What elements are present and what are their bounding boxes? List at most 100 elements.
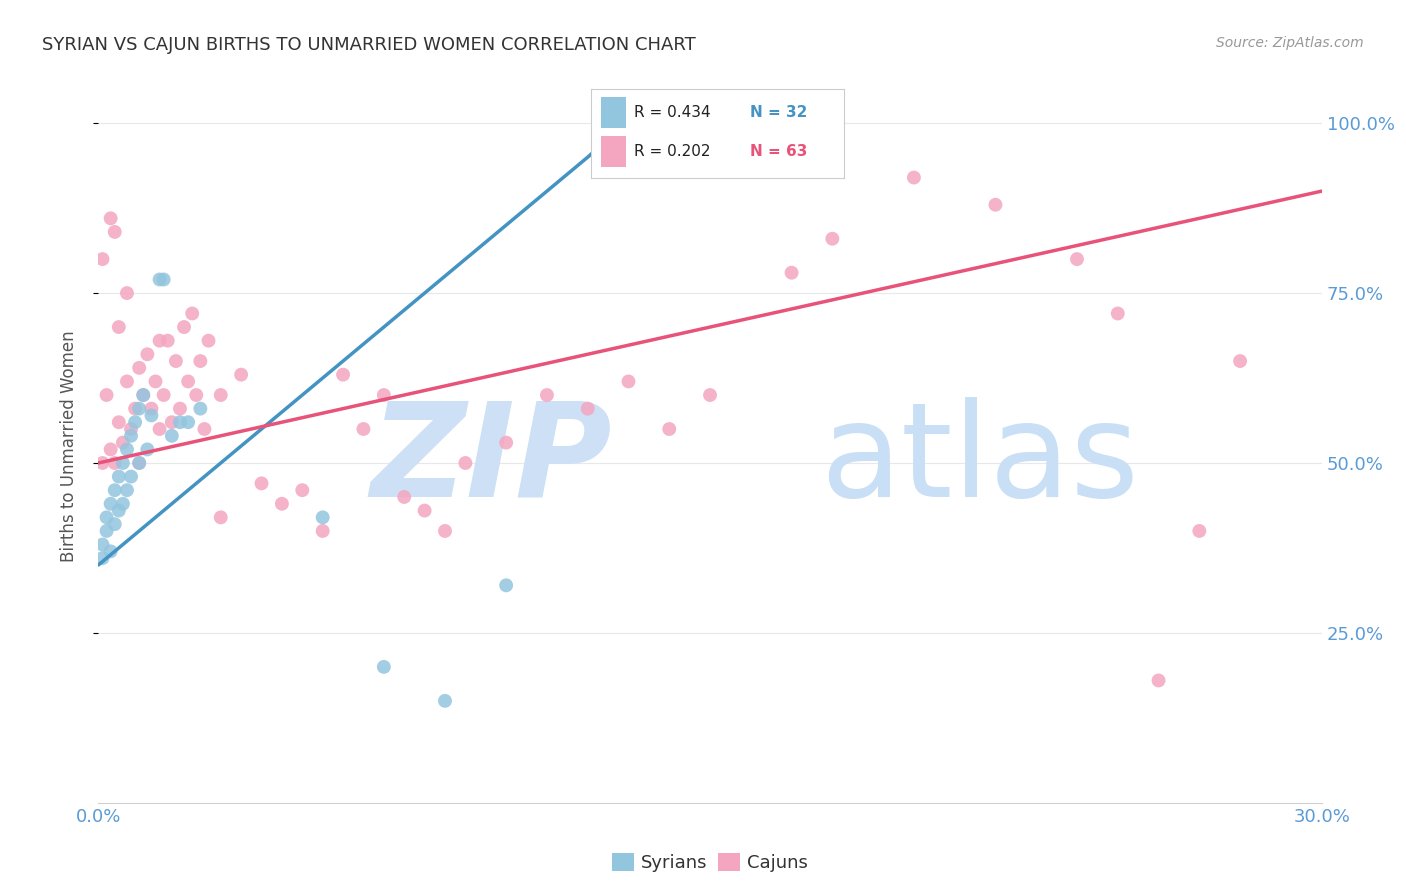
Point bbox=[392, 490, 416, 504]
Point bbox=[160, 429, 183, 443]
Point bbox=[373, 660, 395, 674]
Point bbox=[780, 266, 803, 280]
Text: ZIP: ZIP bbox=[371, 397, 612, 524]
Point bbox=[108, 503, 131, 517]
Point bbox=[821, 232, 844, 246]
Point bbox=[332, 368, 354, 382]
Point bbox=[177, 375, 200, 389]
Text: N = 63: N = 63 bbox=[749, 145, 807, 159]
Point bbox=[91, 551, 114, 566]
Point bbox=[1147, 673, 1170, 688]
Point bbox=[413, 503, 436, 517]
Point bbox=[96, 524, 118, 538]
Point bbox=[141, 401, 163, 416]
Point bbox=[120, 469, 142, 483]
Point bbox=[984, 198, 1007, 212]
Point bbox=[291, 483, 314, 498]
Point bbox=[128, 401, 150, 416]
Point bbox=[91, 456, 114, 470]
Point bbox=[104, 225, 127, 239]
Point bbox=[145, 375, 167, 389]
Point bbox=[188, 401, 212, 416]
Text: N = 32: N = 32 bbox=[749, 105, 807, 120]
Point bbox=[169, 415, 191, 429]
Point bbox=[312, 510, 335, 524]
Point bbox=[495, 578, 517, 592]
Point bbox=[188, 354, 212, 368]
Point bbox=[91, 537, 114, 551]
Point bbox=[108, 320, 131, 334]
Point bbox=[149, 422, 172, 436]
Point bbox=[250, 476, 273, 491]
Point bbox=[165, 354, 187, 368]
Point bbox=[169, 401, 191, 416]
Point bbox=[617, 375, 640, 389]
Point bbox=[128, 456, 150, 470]
Point bbox=[181, 306, 204, 320]
Point bbox=[132, 388, 155, 402]
Point bbox=[96, 388, 118, 402]
Point bbox=[124, 415, 146, 429]
Point bbox=[100, 211, 122, 226]
Point bbox=[108, 415, 131, 429]
Text: R = 0.434: R = 0.434 bbox=[634, 105, 710, 120]
Point bbox=[352, 422, 374, 436]
Point bbox=[1107, 306, 1129, 320]
Point bbox=[576, 401, 599, 416]
Point bbox=[124, 401, 146, 416]
Point bbox=[136, 442, 159, 457]
Point bbox=[434, 524, 457, 538]
Point bbox=[104, 456, 127, 470]
Point bbox=[115, 483, 138, 498]
Point bbox=[100, 497, 122, 511]
Point bbox=[111, 497, 134, 511]
Point bbox=[120, 422, 142, 436]
Point bbox=[270, 497, 294, 511]
Point bbox=[699, 388, 721, 402]
Point bbox=[111, 456, 134, 470]
Point bbox=[115, 286, 138, 301]
Point bbox=[128, 456, 150, 470]
Point bbox=[128, 360, 150, 375]
Bar bbox=[600, 97, 626, 128]
Point bbox=[373, 388, 395, 402]
Text: Source: ZipAtlas.com: Source: ZipAtlas.com bbox=[1216, 36, 1364, 50]
Point bbox=[108, 469, 131, 483]
Point bbox=[173, 320, 195, 334]
Point bbox=[209, 510, 232, 524]
Point bbox=[152, 388, 174, 402]
Point bbox=[903, 170, 925, 185]
Point bbox=[197, 334, 219, 348]
Point bbox=[91, 252, 114, 266]
Point bbox=[1188, 524, 1211, 538]
Legend: Syrians, Cajuns: Syrians, Cajuns bbox=[605, 846, 815, 880]
Point bbox=[454, 456, 477, 470]
Y-axis label: Births to Unmarried Women: Births to Unmarried Women bbox=[59, 330, 77, 562]
Point bbox=[312, 524, 335, 538]
Point bbox=[111, 435, 134, 450]
Point bbox=[96, 510, 118, 524]
Point bbox=[115, 375, 138, 389]
Point bbox=[1229, 354, 1251, 368]
Point bbox=[120, 429, 142, 443]
Point bbox=[177, 415, 200, 429]
Point bbox=[536, 388, 558, 402]
Point bbox=[209, 388, 232, 402]
Point bbox=[136, 347, 159, 361]
Point bbox=[152, 272, 174, 286]
Point bbox=[658, 422, 681, 436]
Point bbox=[1066, 252, 1088, 266]
Text: R = 0.202: R = 0.202 bbox=[634, 145, 710, 159]
Text: atlas: atlas bbox=[820, 397, 1139, 524]
Text: SYRIAN VS CAJUN BIRTHS TO UNMARRIED WOMEN CORRELATION CHART: SYRIAN VS CAJUN BIRTHS TO UNMARRIED WOME… bbox=[42, 36, 696, 54]
Point bbox=[149, 334, 172, 348]
Point bbox=[149, 272, 172, 286]
Point bbox=[193, 422, 215, 436]
Bar bbox=[600, 136, 626, 167]
Point bbox=[132, 388, 155, 402]
Point bbox=[160, 415, 183, 429]
Point bbox=[231, 368, 253, 382]
Point bbox=[100, 442, 122, 457]
Point bbox=[104, 483, 127, 498]
Point bbox=[115, 442, 138, 457]
